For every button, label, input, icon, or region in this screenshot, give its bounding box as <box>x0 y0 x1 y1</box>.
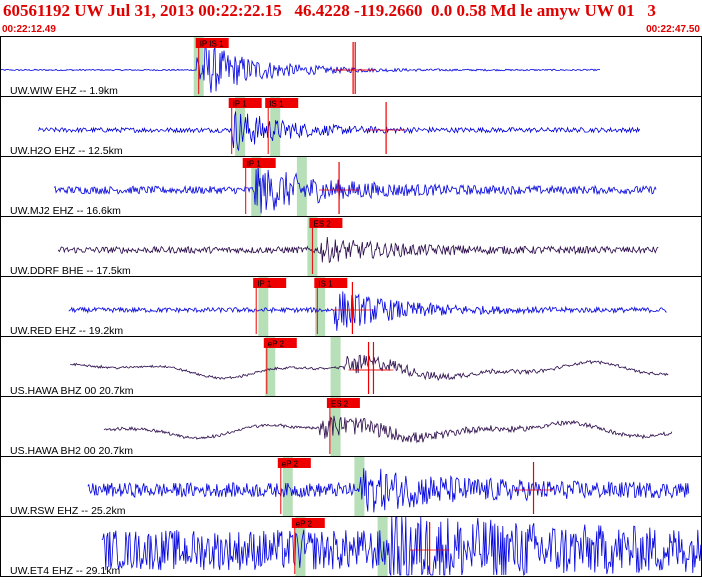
waveform-trace <box>103 415 673 444</box>
waveform-trace <box>38 111 640 152</box>
pick-label: IS 1 <box>318 280 333 289</box>
station-panel: IP 1 UW.MJ2 EHZ -- 16.6km <box>0 156 702 217</box>
waveform-trace <box>87 468 690 513</box>
station-panel: eP 2 UW.RSW EHZ -- 25.2km <box>0 456 702 517</box>
pick-label-box <box>309 218 343 228</box>
pick-label: ES 2 <box>331 400 349 409</box>
station-panel: IP 1 IS 1 UW.H2O EHZ -- 12.5km <box>0 96 702 157</box>
waveform-trace <box>101 516 702 577</box>
station-panel: eP 2 US.HAWA BHZ 00 20.7km <box>0 336 702 397</box>
start-time: 00:22:12.49 <box>2 24 56 35</box>
event-header: 60561192 UW Jul 31, 2013 00:22:22.15 46.… <box>0 0 702 36</box>
pick-window <box>258 277 269 336</box>
pick-label-box <box>314 278 348 288</box>
waveform-trace <box>70 354 669 382</box>
pick-label: IP 1 <box>247 160 262 169</box>
station-panel: IP 1 IS 1 UW.RED EHZ -- 19.2km <box>0 276 702 337</box>
pick-label-box <box>291 518 325 528</box>
station-label: US.HAWA BH2 00 20.7km <box>10 445 133 457</box>
pick-label: IS 1 <box>269 100 284 109</box>
station-label: UW.RSW EHZ -- 25.2km <box>10 505 126 517</box>
pick-label: IP 1 <box>233 100 248 109</box>
station-panel: ES 2 US.HAWA BH2 00 20.7km <box>0 396 702 457</box>
pick-label: ES 2 <box>313 220 331 229</box>
station-label: UW.H2O EHZ -- 12.5km <box>10 145 123 157</box>
pick-label: eP 2 <box>296 520 313 529</box>
station-panel: eP 2 UW.ET4 EHZ -- 29.1km <box>0 516 702 577</box>
station-panel: ES 2 UW.DDRF BHE -- 17.5km <box>0 216 702 277</box>
waveform-trace <box>68 291 667 331</box>
end-time: 00:22:47.50 <box>646 24 700 35</box>
pick-label-box <box>253 278 287 288</box>
event-title: 60561192 UW Jul 31, 2013 00:22:22.15 46.… <box>3 1 656 20</box>
pick-label-box <box>195 38 229 48</box>
pick-label-box <box>326 398 360 408</box>
waveform-trace <box>0 45 601 93</box>
pick-label: IP IS 1 <box>200 40 224 49</box>
pick-window <box>296 157 307 216</box>
pick-window <box>377 517 388 576</box>
waveform-trace <box>57 236 659 264</box>
station-label: UW.RED EHZ -- 19.2km <box>10 325 123 337</box>
pick-label-box <box>277 458 311 468</box>
seismogram-panels: IP IS 1 UW.WIW EHZ -- 1.9km IP 1 IS 1 UW.H2O… <box>0 36 702 578</box>
station-label: UW.MJ2 EHZ -- 16.6km <box>10 205 121 217</box>
pick-window <box>330 337 341 396</box>
pick-label-box <box>263 338 297 348</box>
station-label: UW.ET4 EHZ -- 29.1km <box>10 565 121 577</box>
pick-label: eP 2 <box>268 340 285 349</box>
station-label: US.HAWA BHZ 00 20.7km <box>10 385 134 397</box>
seismogram-svg: IP IS 1 UW.WIW EHZ -- 1.9km IP 1 IS 1 UW.H2O… <box>0 36 702 577</box>
station-label: UW.DDRF BHE -- 17.5km <box>10 265 131 277</box>
station-label: UW.WIW EHZ -- 1.9km <box>10 85 118 97</box>
pick-window <box>265 337 276 396</box>
pick-label-box <box>228 98 262 108</box>
pick-label: eP 2 <box>282 460 299 469</box>
station-panel: IP IS 1 UW.WIW EHZ -- 1.9km <box>0 36 702 97</box>
pick-window <box>295 517 306 576</box>
pick-window <box>315 277 326 336</box>
pick-label-box <box>265 98 299 108</box>
pick-label-box <box>242 158 276 168</box>
waveform-trace <box>53 164 657 214</box>
pick-label: IP 1 <box>257 280 272 289</box>
